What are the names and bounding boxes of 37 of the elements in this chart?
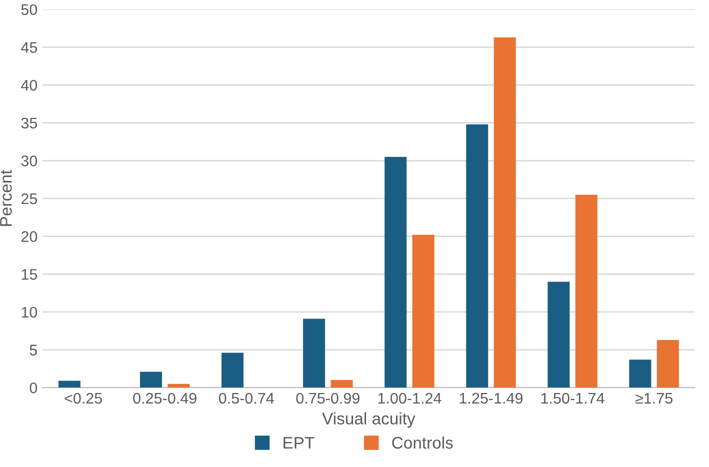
x-tick-label: 0.75-0.99 (296, 392, 360, 404)
legend-label: Controls (392, 436, 453, 449)
bar (384, 156, 407, 388)
bar (656, 340, 679, 388)
y-axis-title: Percent (0, 170, 12, 226)
bar (466, 124, 488, 388)
y-tick-label: 0 (30, 382, 38, 394)
y-tick-label: 15 (22, 269, 38, 280)
bar (303, 318, 326, 388)
bar (412, 234, 434, 388)
x-tick-label: 0.5-0.74 (218, 392, 274, 404)
y-tick-label: 35 (21, 118, 38, 129)
bar (629, 360, 652, 388)
bar (222, 352, 244, 388)
y-tick-label: 10 (22, 306, 38, 318)
y-tick-label: 25 (21, 193, 38, 204)
y-tick-label: 5 (30, 344, 38, 356)
bar (548, 282, 570, 388)
legend-label: EPT (284, 437, 314, 449)
bar (494, 37, 516, 388)
x-tick-label: 1.50-1.74 (541, 392, 604, 404)
y-tick-label: 20 (21, 231, 38, 242)
bar (58, 380, 80, 388)
y-tick-label: 45 (21, 42, 38, 53)
x-tick-label: 0.25-0.49 (133, 392, 196, 404)
y-tick-label: 30 (21, 156, 38, 166)
x-axis-title: Visual acuity (322, 412, 416, 428)
bar (575, 194, 598, 388)
x-tick-label: ≥1.75 (635, 393, 672, 404)
bar (140, 372, 162, 388)
x-tick-label: 1.25-1.49 (460, 392, 523, 404)
bar (168, 384, 190, 388)
x-tick-label: 1.00-1.24 (378, 392, 442, 404)
y-tick-label: 40 (21, 80, 38, 91)
bar (330, 380, 353, 388)
x-tick-label: <0.25 (64, 392, 102, 404)
y-tick-label: 50 (21, 4, 38, 16)
